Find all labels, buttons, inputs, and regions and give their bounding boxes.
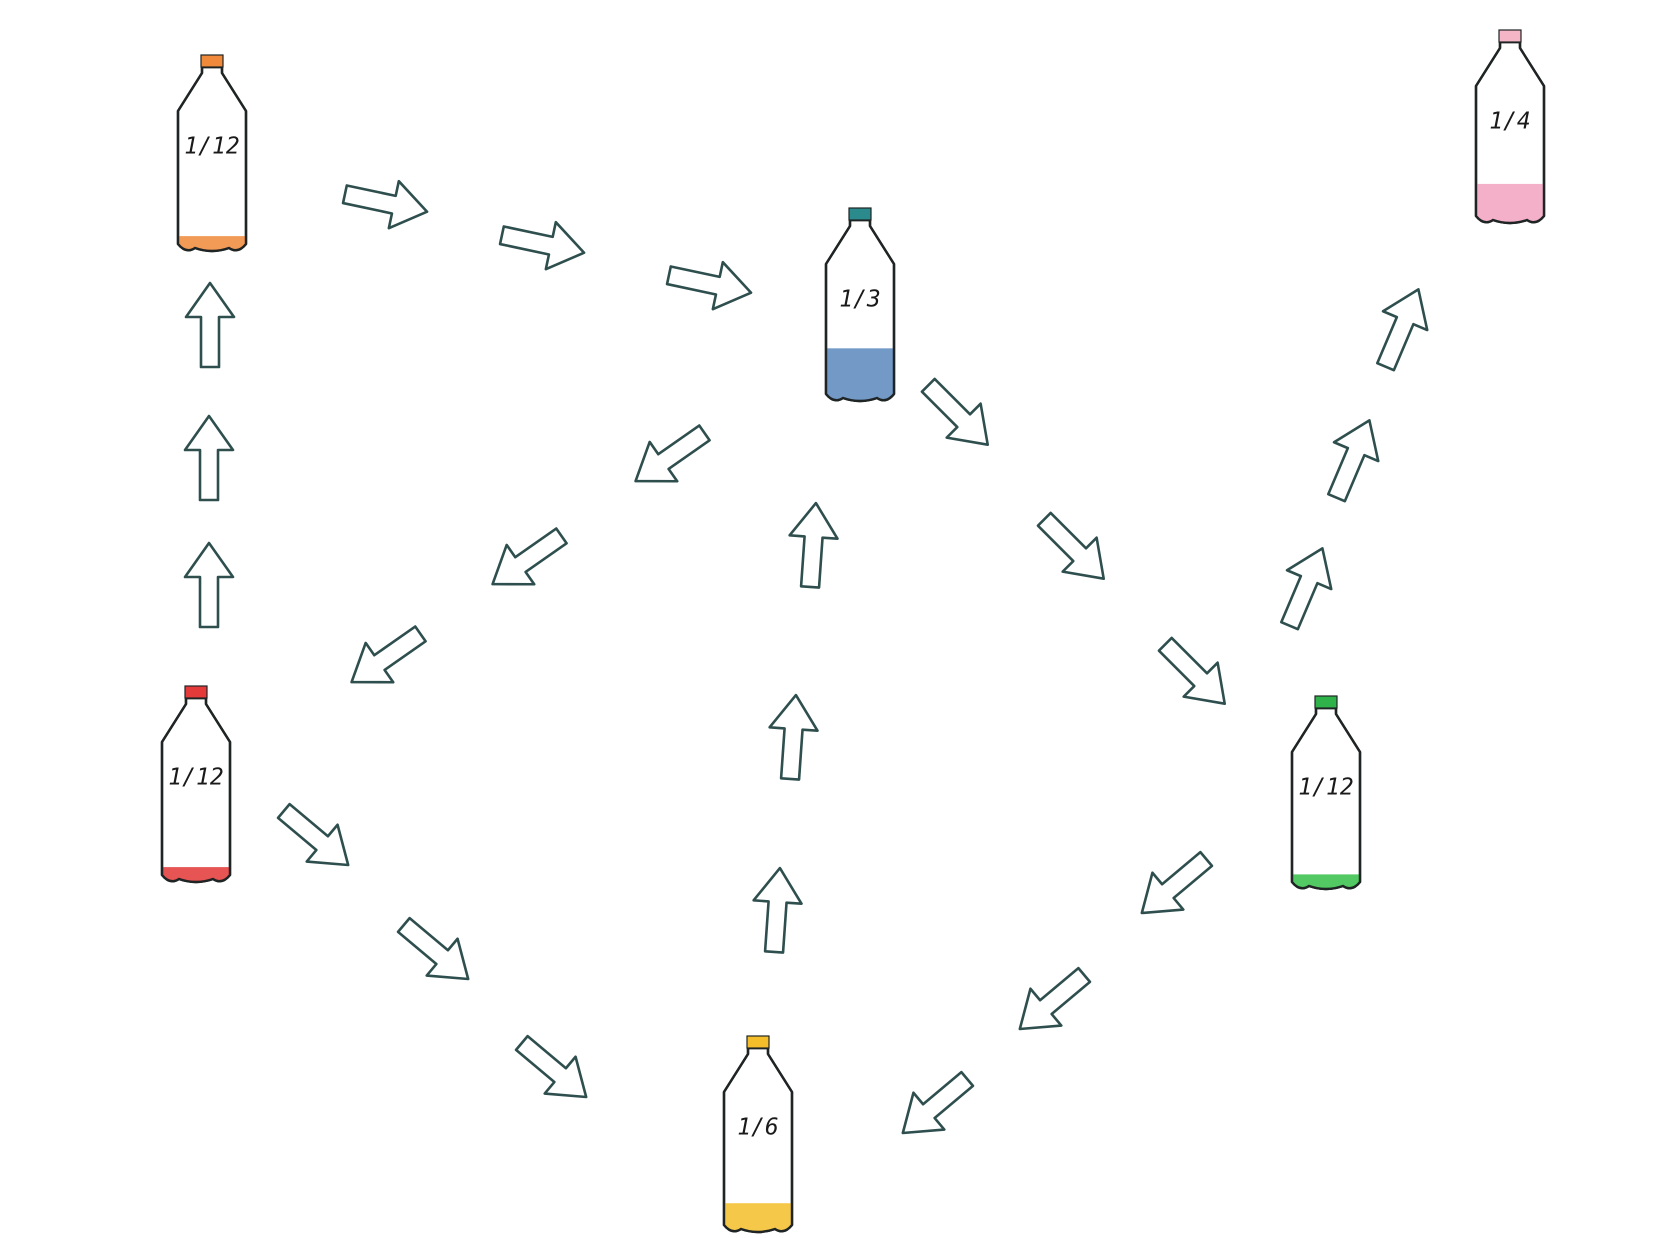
arrow-7 xyxy=(920,377,989,446)
arrow-8 xyxy=(1036,511,1105,580)
bottle-green-liquid xyxy=(1292,874,1360,889)
arrow-15 xyxy=(350,625,427,684)
bottle-red-liquid xyxy=(162,867,230,882)
arrow-22 xyxy=(1140,850,1214,915)
arrow-11 xyxy=(1327,419,1380,503)
bottle-red-label: 1/12 xyxy=(168,765,223,791)
bottle-teal-label: 1/3 xyxy=(839,287,881,313)
bottle-orange-label: 1/12 xyxy=(184,134,239,160)
bottle-red-cap xyxy=(184,685,208,699)
arrow-4 xyxy=(341,179,429,230)
bottle-teal-cap xyxy=(848,207,872,221)
bottle-teal-liquid xyxy=(826,348,894,401)
arrow-12 xyxy=(1280,547,1333,631)
arrows-layer xyxy=(183,179,1429,1135)
bottle-pink-cap xyxy=(1498,29,1522,43)
bottle-pink-label: 1/4 xyxy=(1489,109,1531,135)
arrow-21 xyxy=(514,1034,588,1099)
bottle-yellow: 1/6 xyxy=(722,1035,794,1234)
bottle-teal-outline xyxy=(824,218,896,403)
bottle-pink: 1/4 xyxy=(1474,29,1546,225)
arrow-2 xyxy=(183,414,235,502)
bottle-orange: 1/12 xyxy=(176,54,248,253)
arrow-17 xyxy=(768,693,819,781)
arrow-19 xyxy=(276,802,350,867)
bottle-green: 1/12 xyxy=(1290,695,1362,891)
bottle-orange-outline xyxy=(176,65,248,253)
arrow-20 xyxy=(396,916,470,981)
arrow-6 xyxy=(665,260,753,311)
arrow-1 xyxy=(184,281,236,369)
bottle-green-outline xyxy=(1290,706,1362,891)
arrow-23 xyxy=(1018,966,1092,1031)
arrow-16 xyxy=(788,501,839,589)
bottle-orange-liquid xyxy=(178,236,246,251)
bottle-yellow-label: 1/6 xyxy=(737,1115,779,1141)
bottle-yellow-cap xyxy=(746,1035,770,1049)
bottle-yellow-liquid xyxy=(724,1203,792,1232)
arrow-9 xyxy=(1157,636,1226,705)
bottle-green-label: 1/12 xyxy=(1298,775,1353,801)
arrow-18 xyxy=(752,866,803,954)
bottle-green-cap xyxy=(1314,695,1338,709)
bottle-red-outline xyxy=(160,696,232,884)
bottle-red: 1/12 xyxy=(160,685,232,884)
arrow-5 xyxy=(498,220,586,271)
arrow-13 xyxy=(634,424,711,483)
arrow-24 xyxy=(901,1070,975,1135)
bottle-orange-cap xyxy=(200,54,224,68)
bottle-teal: 1/3 xyxy=(824,207,896,403)
arrow-10 xyxy=(1376,288,1429,372)
bottle-pink-outline xyxy=(1474,40,1546,225)
arrow-14 xyxy=(491,527,568,586)
bottle-pink-liquid xyxy=(1476,183,1544,223)
arrow-3 xyxy=(183,541,235,629)
bottle-yellow-outline xyxy=(722,1046,794,1234)
